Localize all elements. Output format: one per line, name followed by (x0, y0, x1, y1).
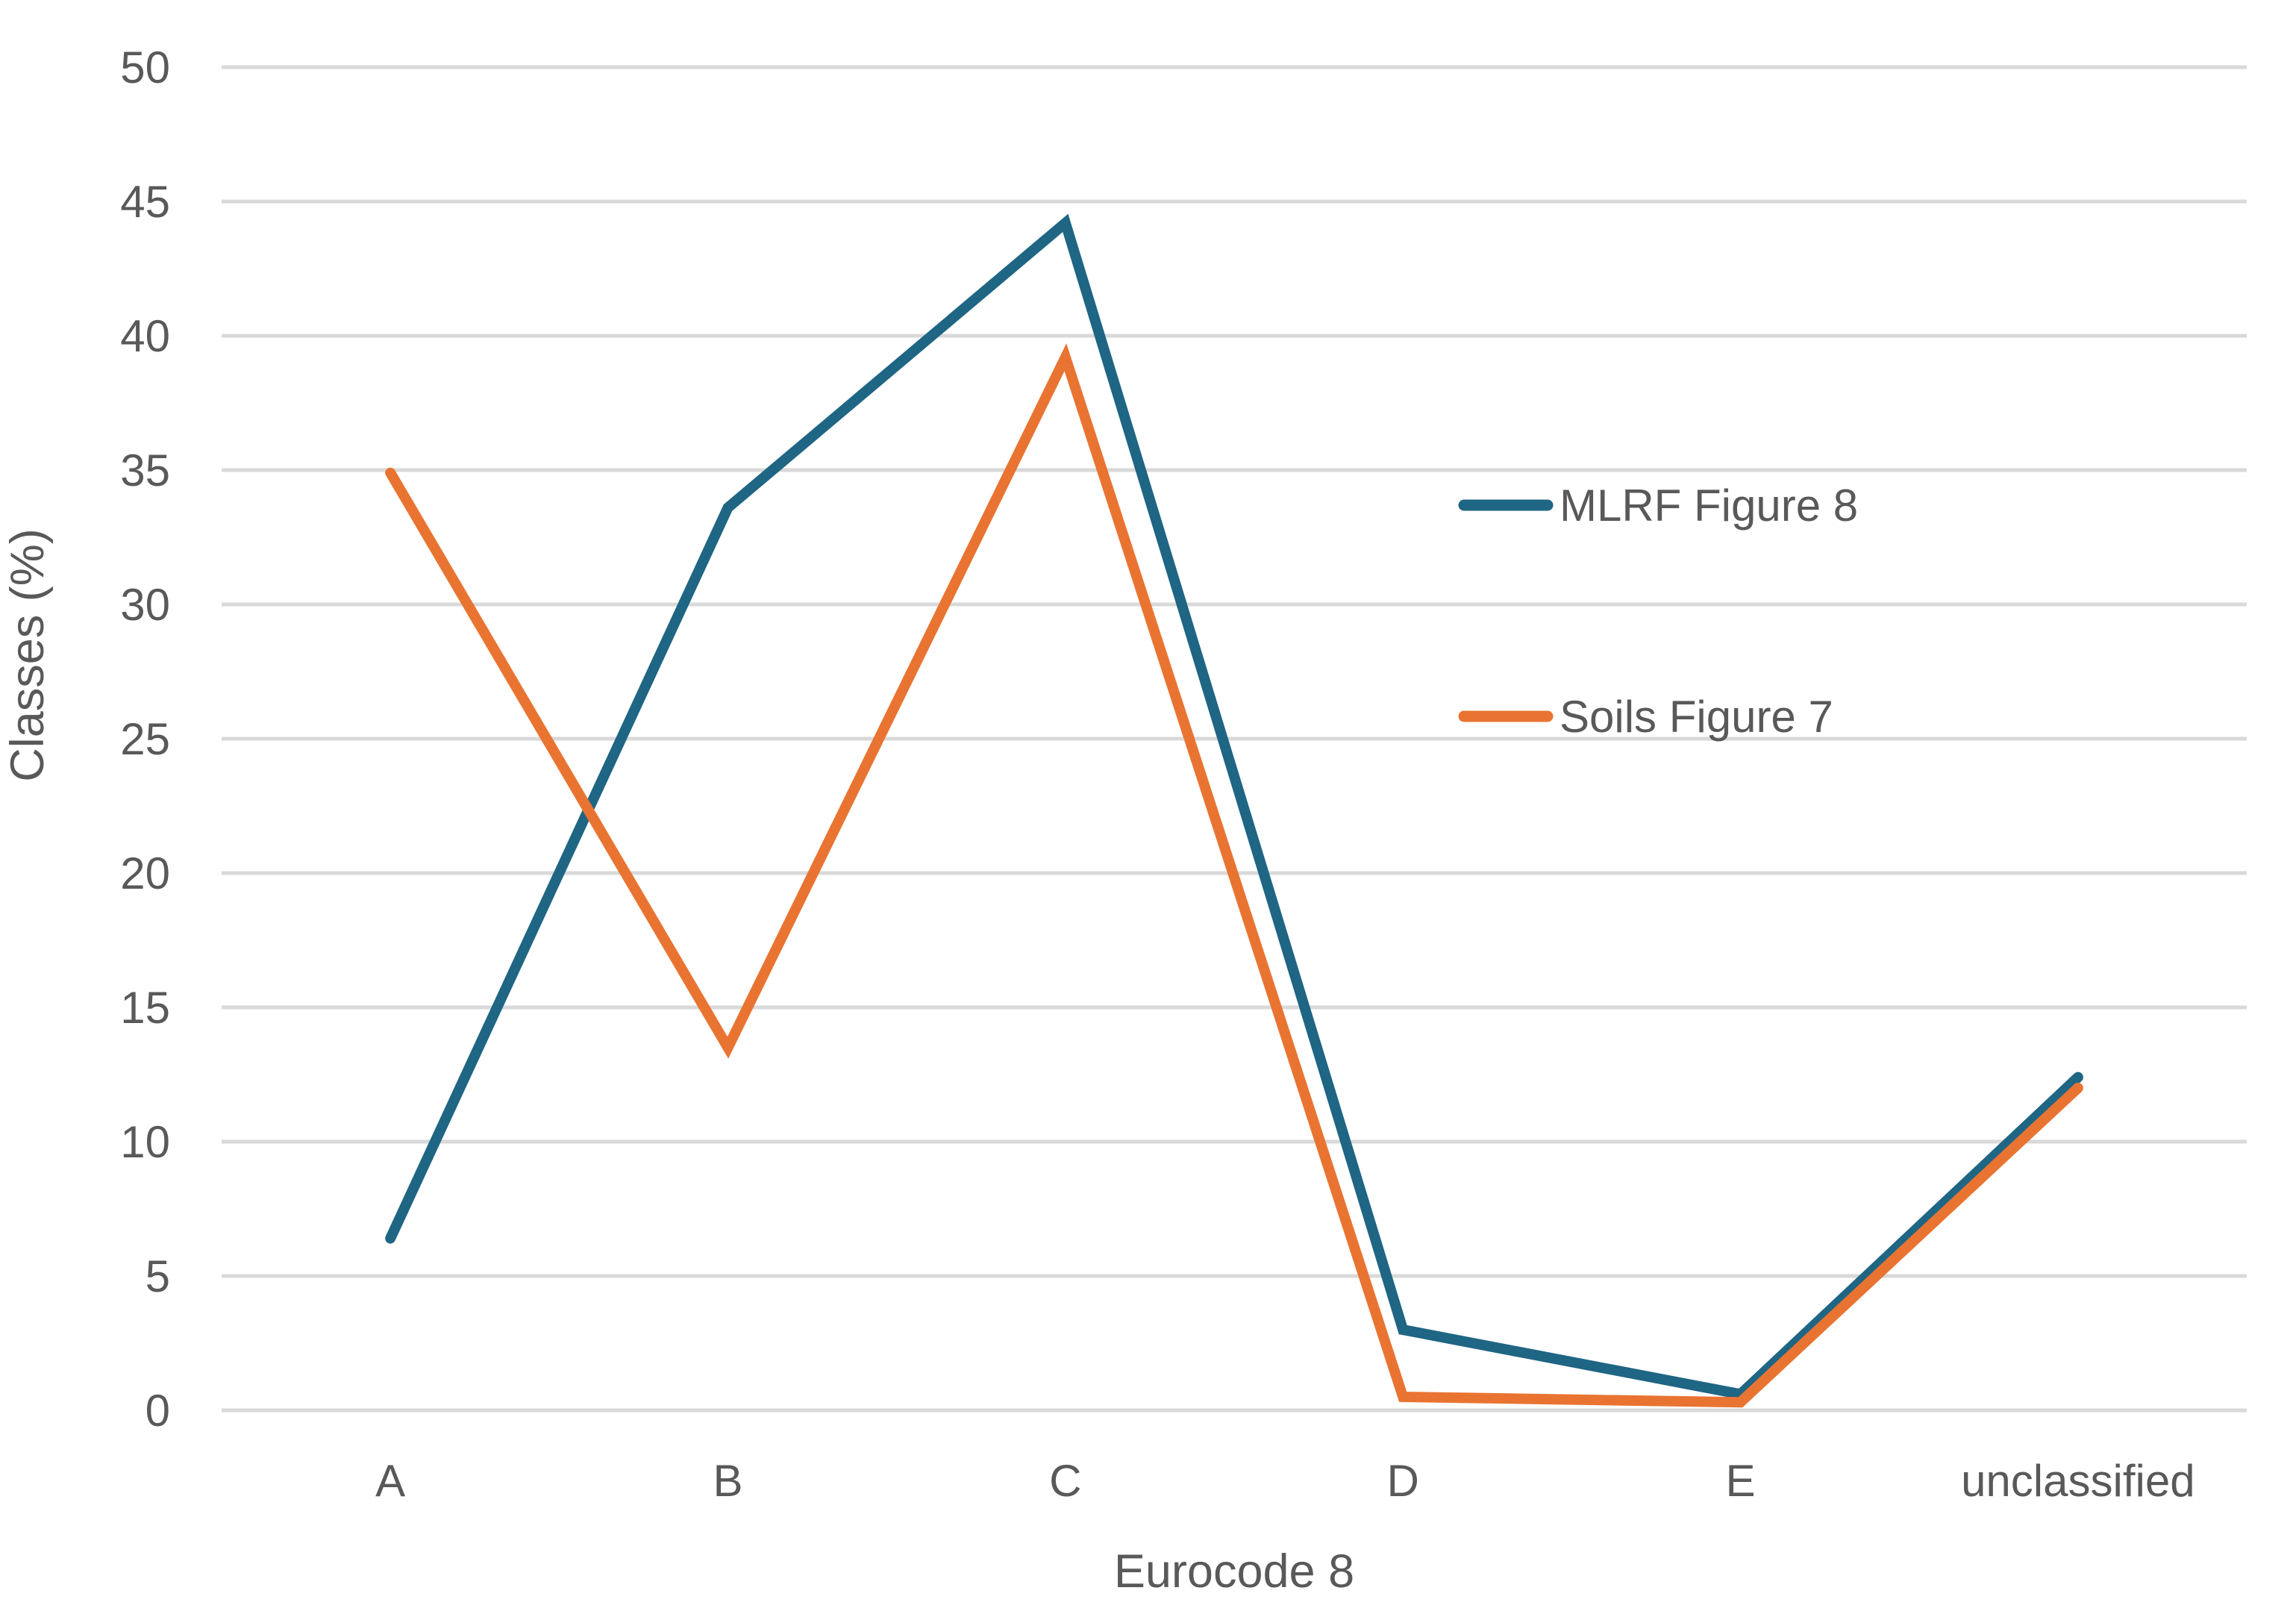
y-tick-label: 30 (120, 580, 170, 630)
series-line-soils-figure-7 (385, 343, 2083, 1408)
y-tick-label: 5 (146, 1251, 170, 1301)
legend-item: Soils Figure 7 (1458, 692, 1833, 742)
y-tick-label: 0 (146, 1386, 170, 1436)
legend-label: MLRF Figure 8 (1560, 481, 1858, 531)
y-tick-label: 50 (120, 43, 170, 93)
legend: MLRF Figure 8 Soils Figure 7 (1458, 481, 1858, 742)
x-tick-label: C (1049, 1456, 1081, 1506)
series-line-mlrf-figure-8 (385, 213, 2083, 1400)
y-tick-label: 15 (120, 983, 170, 1033)
legend-item: MLRF Figure 8 (1458, 481, 1858, 531)
x-tick-label: A (375, 1456, 405, 1506)
x-tick-label: B (713, 1456, 742, 1506)
y-tick-label: 20 (120, 848, 170, 898)
series-lines-group (385, 213, 2083, 1408)
y-tick-label: 25 (120, 714, 170, 764)
y-axis-title: Classes (%) (1, 528, 54, 782)
y-tick-label: 40 (120, 311, 170, 361)
x-tick-label: D (1386, 1456, 1418, 1506)
legend-label: Soils Figure 7 (1560, 692, 1833, 742)
x-tick-label: E (1725, 1456, 1755, 1506)
x-axis-title: Eurocode 8 (1114, 1545, 1354, 1598)
y-tick-label: 35 (120, 445, 170, 495)
y-tick-label: 45 (120, 177, 170, 227)
x-tick-label: unclassified (1961, 1456, 2195, 1506)
y-axis-tick-labels: 0 5 10 15 20 25 30 35 40 45 50 (120, 43, 170, 1436)
y-tick-label: 10 (120, 1117, 170, 1167)
